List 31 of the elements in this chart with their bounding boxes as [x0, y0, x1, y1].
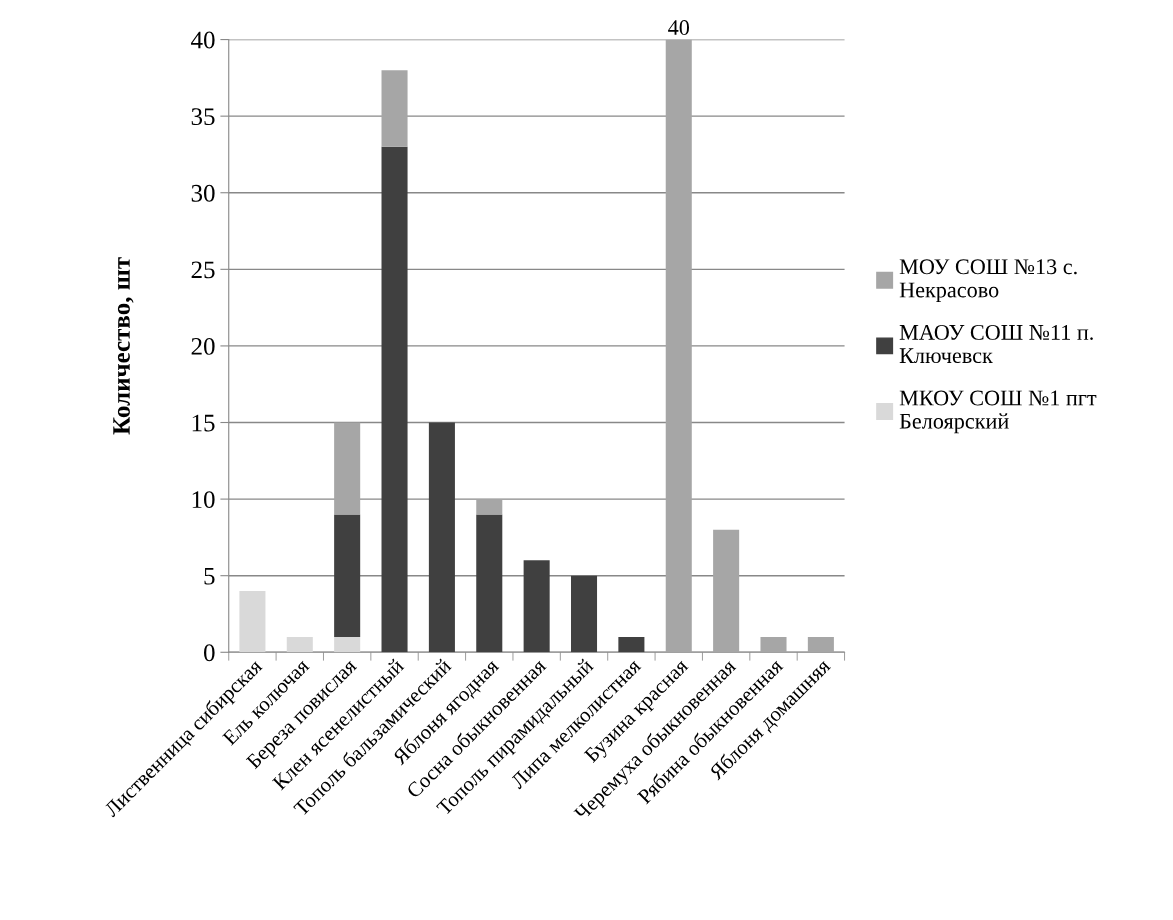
y-tick-label: 5 — [204, 567, 215, 585]
y-tick-label: 35 — [191, 108, 215, 126]
y-tick-label: 15 — [192, 414, 215, 432]
bar — [665, 39, 692, 653]
bar — [523, 560, 550, 653]
bar — [334, 422, 361, 515]
bar — [570, 575, 598, 653]
y-tick-label: 25 — [191, 261, 215, 279]
bar — [713, 529, 740, 653]
bar — [760, 636, 787, 653]
bar — [334, 636, 361, 653]
legend-label: МОУ СОШ №13 с. Некрасово — [899, 259, 1077, 302]
bar — [476, 514, 503, 653]
y-tick-label: 10 — [192, 491, 215, 509]
bar — [476, 499, 503, 515]
y-tick-label: 30 — [191, 184, 215, 202]
bar — [381, 146, 408, 653]
y-tick-label: 20 — [191, 337, 215, 355]
data-label: 40 — [668, 20, 690, 36]
y-axis-title: Количество, шт — [113, 257, 134, 435]
bar — [428, 422, 455, 653]
bar — [239, 591, 266, 653]
bar — [381, 70, 408, 147]
y-tick-label: 0 — [203, 644, 215, 662]
legend-label: МКОУ СОШ №1 пгт Белоярский — [899, 390, 1097, 434]
bar — [334, 514, 361, 637]
legend-label: МАОУ СОШ №11 п. Ключевск — [899, 324, 1093, 364]
y-tick-label: 40 — [191, 31, 215, 49]
bar — [286, 636, 313, 653]
bar — [807, 636, 834, 653]
bar — [618, 636, 645, 653]
